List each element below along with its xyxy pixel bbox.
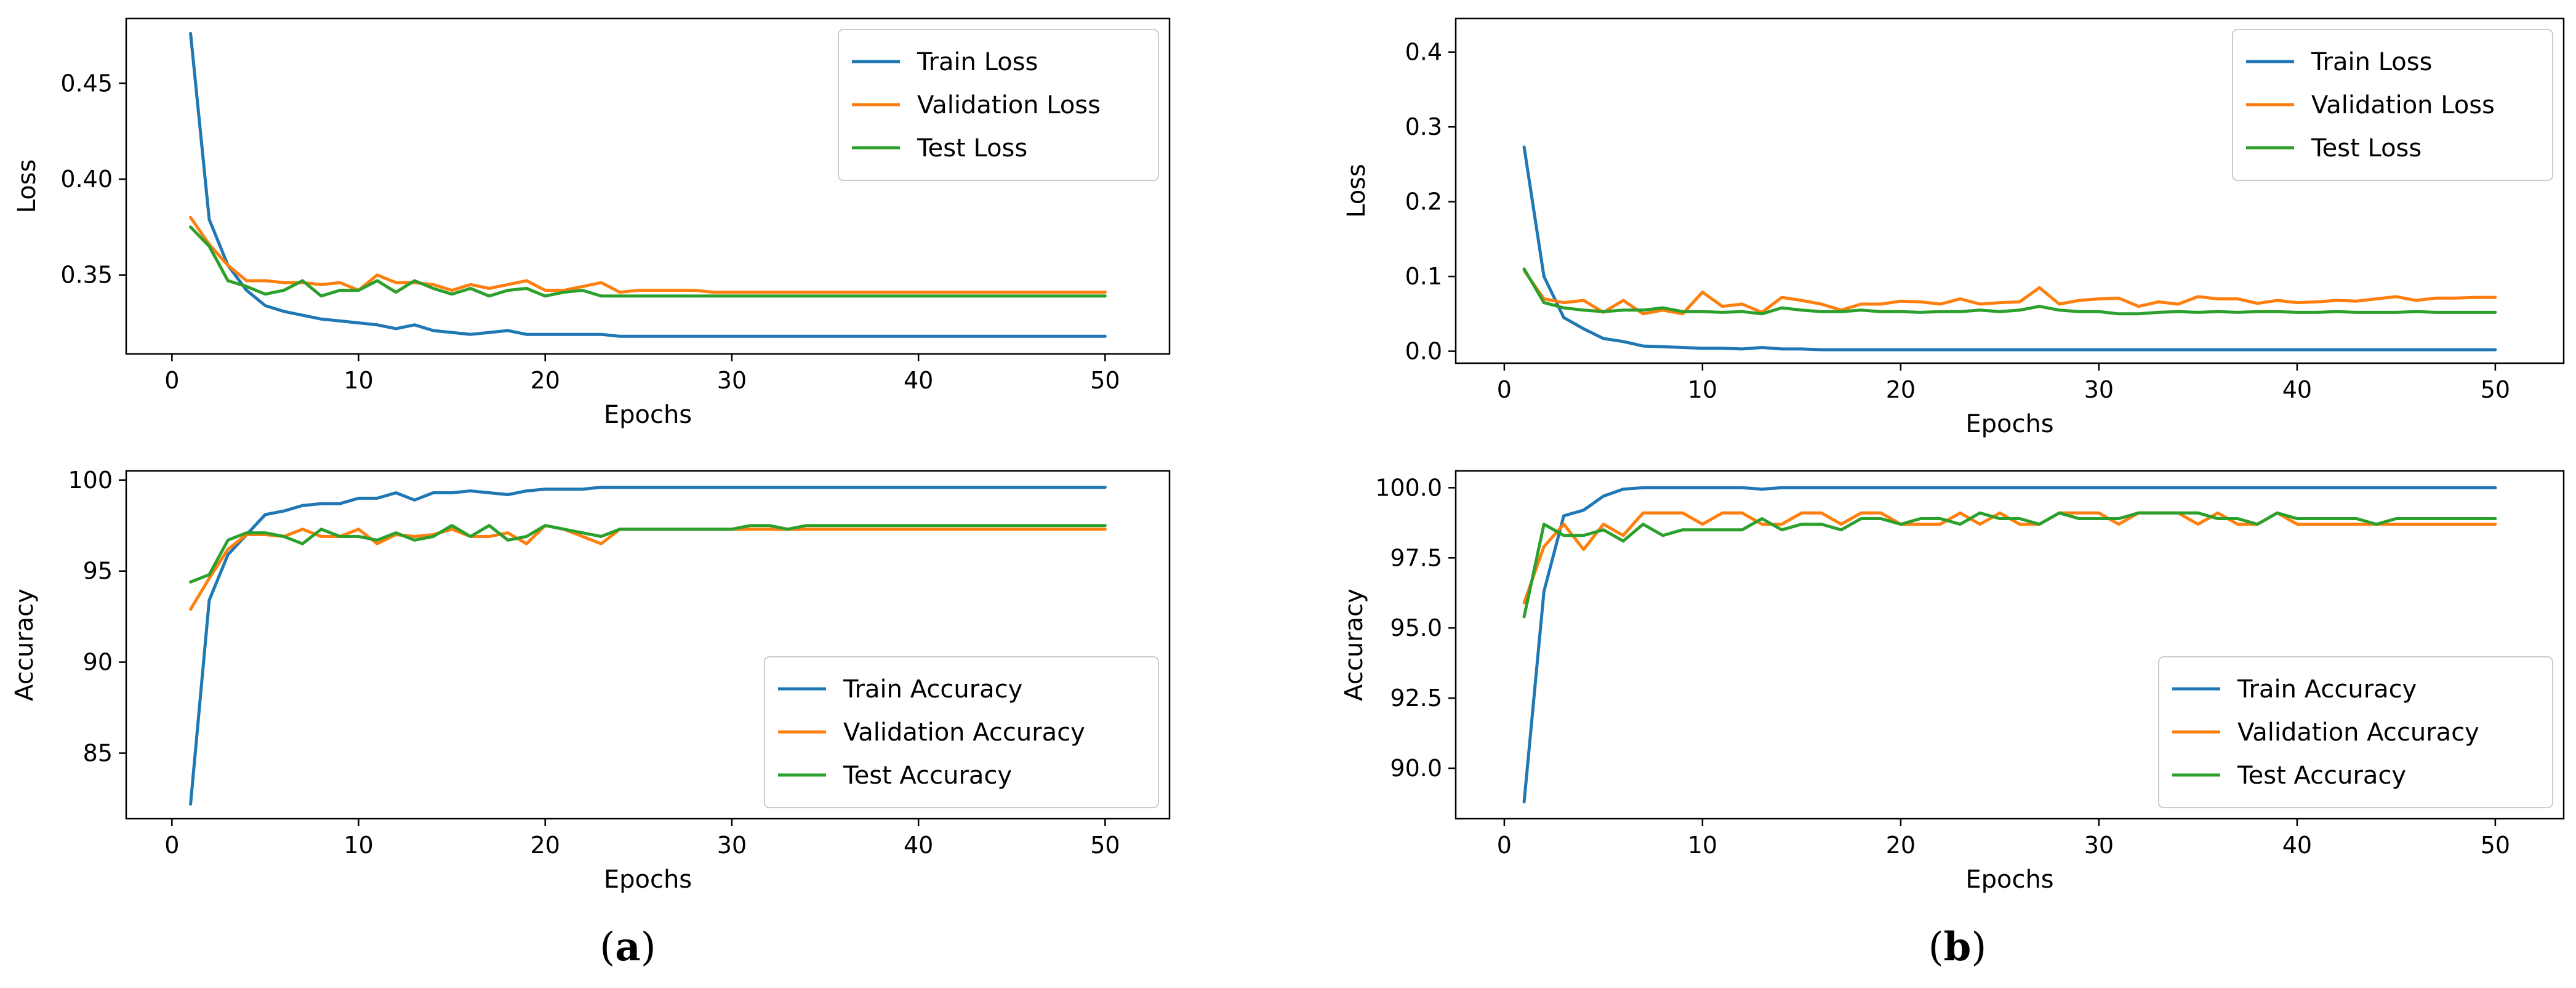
series-line-validation [1522,268,2497,316]
chart-b-acc: 0 10 20 30 40 50 90.0 92.5 95.0 97.5 100.0 Epochs Ac… [1340,470,2565,894]
x-tick-label: 0 [1497,376,1512,403]
x-tick-label: 30 [717,832,747,859]
legend-label-validation: Validation Accuracy [843,718,1085,747]
x-tick-label: 20 [531,367,560,394]
x-axis-label: Epochs [604,401,692,429]
plot-frame [1455,470,2565,820]
legend-box [764,656,1159,808]
y-tick-label: 90.0 [1390,755,1442,782]
series-line-validation [189,215,1107,294]
x-tick-label: 0 [164,367,179,394]
plot-frame [1455,17,2565,364]
x-axis-label: Epochs [1965,410,2053,438]
legend-label-train: Train Loss [2311,48,2432,76]
y-tick-label: 100.0 [1375,474,1442,501]
caption-a-letter: a [615,924,640,970]
legend-label-validation: Validation Accuracy [2237,718,2479,747]
x-tick-label: 10 [1688,376,1717,403]
x-axis-label: Epochs [1965,866,2053,894]
x-tick-label: 30 [2084,376,2114,403]
x-tick-label: 20 [1886,832,1916,859]
y-tick-label: 0.0 [1405,338,1442,365]
x-tick-label: 30 [2084,832,2114,859]
x-tick-label: 50 [2481,376,2510,403]
series-line-train [1522,486,2497,804]
y-tick-label: 95 [83,558,113,585]
x-tick-label: 40 [904,832,933,859]
chart-a-acc: 0 10 20 30 40 50 85 90 95 100 Epochs Accuracy Train … [10,467,1171,894]
legend: Train Loss Validation Loss Test Loss [838,29,1159,181]
legend: Train Accuracy Validation Accuracy Test Ac… [764,656,1159,808]
y-tick-label: 0.35 [60,262,113,289]
y-tick-label: 100 [68,467,113,494]
y-tick-label: 90 [83,649,113,676]
x-tick-label: 40 [904,367,933,394]
chart-b-loss: 0 10 20 30 40 50 0.0 0.1 0.2 0.3 0.4 Epochs Loss Trai… [1342,17,2565,438]
series-line-train [189,31,1107,338]
plot-frame [125,17,1171,355]
y-axis-label: Accuracy [1340,588,1368,701]
x-tick-label: 50 [1090,832,1120,859]
y-tick-label: 0.2 [1405,188,1442,215]
legend-label-test: Test Loss [917,134,1027,163]
legend-box [2232,29,2553,181]
x-tick-label: 20 [1886,376,1916,403]
series-line-test [189,225,1107,298]
y-tick-label: 97.5 [1390,544,1442,571]
x-tick-label: 10 [1688,832,1717,859]
legend-label-train: Train Accuracy [2237,675,2417,704]
plot-frame [125,470,1171,820]
y-tick-label: 0.45 [60,70,113,97]
x-tick-label: 0 [1497,832,1512,859]
caption-b-letter: b [1944,924,1972,970]
caption-b: (b) [1928,924,1987,970]
y-axis-label: Loss [1342,164,1371,218]
y-tick-label: 85 [83,740,113,767]
caption-a: (a) [600,924,656,970]
y-tick-label: 0.40 [60,166,113,193]
x-tick-label: 10 [343,832,373,859]
x-tick-label: 10 [343,367,373,394]
legend-label-train: Train Loss [917,48,1038,76]
legend-label-validation: Validation Loss [2311,91,2495,119]
y-axis-label: Accuracy [10,588,39,701]
legend-label-test: Test Loss [2311,134,2422,163]
legend-box [838,29,1159,181]
series-line-test [1522,267,2497,316]
series-line-validation [1522,511,2497,604]
series-line-train [189,486,1107,806]
legend-label-validation: Validation Loss [917,91,1101,119]
legend: Train Loss Validation Loss Test Loss [2232,29,2553,181]
series-line-train [1522,145,2497,351]
x-tick-label: 0 [164,832,179,859]
y-tick-label: 95.0 [1390,614,1442,641]
chart-a-loss: 0 10 20 30 40 50 0.35 0.40 0.45 Epochs Loss Train L… [13,17,1171,429]
series-line-test [189,524,1107,584]
y-tick-label: 92.5 [1390,685,1442,712]
x-tick-label: 50 [2481,832,2510,859]
y-tick-label: 0.4 [1405,39,1442,66]
legend: Train Accuracy Validation Accuracy Test Ac… [2158,656,2553,808]
legend-label-test: Test Accuracy [843,761,1012,790]
legend-label-train: Train Accuracy [843,675,1022,704]
series-line-test [1522,511,2497,619]
legend-box [2158,656,2553,808]
x-tick-label: 30 [717,367,747,394]
y-axis-label: Loss [13,159,41,214]
x-tick-label: 40 [2282,376,2312,403]
y-tick-label: 0.1 [1405,263,1442,290]
x-tick-label: 50 [1090,367,1120,394]
y-tick-label: 0.3 [1405,113,1442,140]
series-line-validation [189,524,1107,611]
x-tick-label: 40 [2282,832,2312,859]
x-tick-label: 20 [531,832,560,859]
legend-label-test: Test Accuracy [2237,761,2406,790]
x-axis-label: Epochs [604,866,692,894]
